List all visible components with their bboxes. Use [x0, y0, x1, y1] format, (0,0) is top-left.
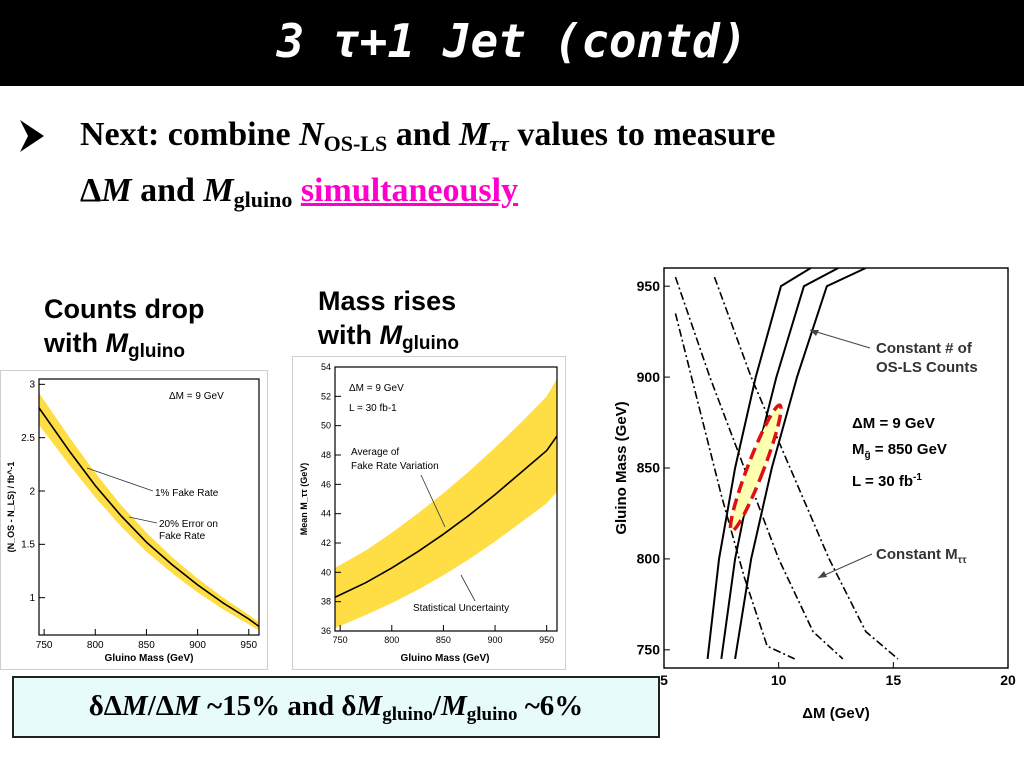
- x-axis-label: ΔM (GeV): [802, 705, 869, 722]
- uncertainty-band: [335, 378, 557, 629]
- title-bar: 3 τ+1 Jet (contd): [0, 0, 1024, 86]
- uncertainty-band: [39, 392, 259, 631]
- caption-left: Counts drop with Mgluino: [44, 294, 205, 362]
- y-axis-label: Mean M_ττ (GeV): [299, 463, 309, 536]
- x-tick-label: 900: [189, 640, 206, 651]
- y-tick-label: 46: [321, 479, 331, 489]
- y-tick-label: 850: [637, 460, 661, 476]
- annotation-stat: Statistical Uncertainty: [413, 603, 509, 614]
- annotation-dm: ΔM = 9 GeV: [349, 383, 404, 394]
- x-tick-label: 20: [1000, 672, 1016, 688]
- constant-mtautau-curve: [713, 276, 899, 660]
- x-tick-label: 850: [436, 635, 451, 645]
- annotation-mtautau: Constant Mττ: [876, 546, 967, 566]
- x-tick-label: 800: [87, 640, 104, 651]
- bullet-line-2: ΔM and Mgluino simultaneously: [80, 172, 519, 212]
- annotation-error-1: 20% Error on: [159, 519, 218, 530]
- y-tick-label: 800: [637, 551, 661, 567]
- x-tick-label: 850: [138, 640, 155, 651]
- y-axis-label: Gluino Mass (GeV): [613, 401, 630, 534]
- chart-counts: 750 800 850 900 950 1 1.5 2 2.5 3 ΔM = 9 GeV 1% F…: [6, 378, 260, 664]
- constant-mtautau-curve: [674, 276, 844, 660]
- bullet-line-1: Next: combine NOS-LS and Mττ values to m…: [80, 116, 776, 156]
- slide-title: 3 τ+1 Jet (contd): [276, 14, 748, 68]
- y-tick-label: 1.5: [21, 540, 35, 551]
- annotation-error-2: Fake Rate: [159, 531, 206, 542]
- measurement-ellipse: [728, 403, 783, 533]
- chart-contour: 5 10 15 20 750 800 850 900 950 Constant # of OS-…: [613, 267, 1016, 722]
- series-line: [335, 435, 557, 598]
- x-tick-label: 5: [660, 672, 668, 688]
- annotation-counts-1: Constant # of: [876, 340, 973, 357]
- y-tick-label: 36: [321, 626, 331, 636]
- annotation-fake-rate: 1% Fake Rate: [155, 488, 219, 499]
- plot-frame: [663, 267, 1009, 669]
- y-tick-label: 2.5: [21, 433, 35, 444]
- y-tick-label: 900: [637, 369, 661, 385]
- annotation-lumi: L = 30 fb-1: [349, 403, 397, 414]
- annotation-dm: ΔM = 9 GeV: [169, 391, 224, 402]
- annotation-average-2: Fake Rate Variation: [351, 461, 439, 472]
- y-tick-label: 750: [637, 641, 661, 657]
- x-tick-label: 950: [539, 635, 554, 645]
- chart-mass: 750 800 850 900 950 36 38 40 42 44 46 48 50 52 54 ΔM =…: [299, 362, 558, 664]
- x-tick-label: 15: [886, 672, 902, 688]
- chart-contour-panel: 5 10 15 20 750 800 850 900 950 Constant # of OS-…: [602, 262, 1024, 768]
- plot-frame: [38, 378, 260, 636]
- y-tick-label: 52: [321, 391, 331, 401]
- x-tick-label: 750: [36, 640, 53, 651]
- annotation-counts-2: OS-LS Counts: [876, 359, 978, 376]
- constant-counts-curve: [734, 268, 867, 660]
- x-tick-label: 900: [488, 635, 503, 645]
- arrow-bullet-icon: [20, 120, 44, 152]
- x-axis-label: Gluino Mass (GeV): [401, 653, 490, 664]
- y-tick-label: 3: [29, 380, 35, 391]
- x-axis-label: Gluino Mass (GeV): [105, 653, 194, 664]
- y-tick-label: 38: [321, 597, 331, 607]
- caption-middle: Mass rises with Mgluino: [318, 286, 459, 354]
- constant-counts-curve: [706, 268, 812, 660]
- annotation-dm: ΔM = 9 GeV: [852, 415, 935, 432]
- chart-mass-panel: 750 800 850 900 950 36 38 40 42 44 46 48 50 52 54 ΔM =…: [292, 356, 566, 670]
- x-tick-label: 800: [384, 635, 399, 645]
- constant-counts-curve: [720, 268, 839, 660]
- highlight-word: simultaneously: [300, 172, 519, 209]
- y-tick-label: 40: [321, 567, 331, 577]
- plot-frame: [334, 366, 558, 632]
- x-tick-label: 950: [240, 640, 257, 651]
- y-tick-label: 50: [321, 421, 331, 431]
- y-tick-label: 2: [29, 486, 35, 497]
- annotation-average-1: Average of: [351, 447, 399, 458]
- summary-box: δΔM/ΔM ~15% and δMgluino/Mgluino ~6%: [12, 676, 660, 738]
- y-tick-label: 42: [321, 538, 331, 548]
- x-tick-label: 10: [771, 672, 787, 688]
- y-tick-label: 44: [321, 509, 331, 519]
- chart-counts-panel: 750 800 850 900 950 1 1.5 2 2.5 3 ΔM = 9 GeV 1% F…: [0, 370, 268, 670]
- constant-mtautau-curve: [674, 313, 796, 660]
- series-line: [39, 407, 259, 628]
- y-axis-label: (N_OS - N_LS) / fb^-1: [6, 462, 16, 553]
- y-tick-label: 950: [637, 278, 661, 294]
- y-tick-label: 1: [29, 593, 35, 604]
- y-tick-label: 48: [321, 450, 331, 460]
- annotation-mgluino: Mg̃ = 850 GeV: [852, 441, 947, 461]
- y-tick-label: 54: [321, 362, 331, 372]
- x-tick-label: 750: [333, 635, 348, 645]
- annotation-lumi: L = 30 fb-1: [852, 472, 922, 490]
